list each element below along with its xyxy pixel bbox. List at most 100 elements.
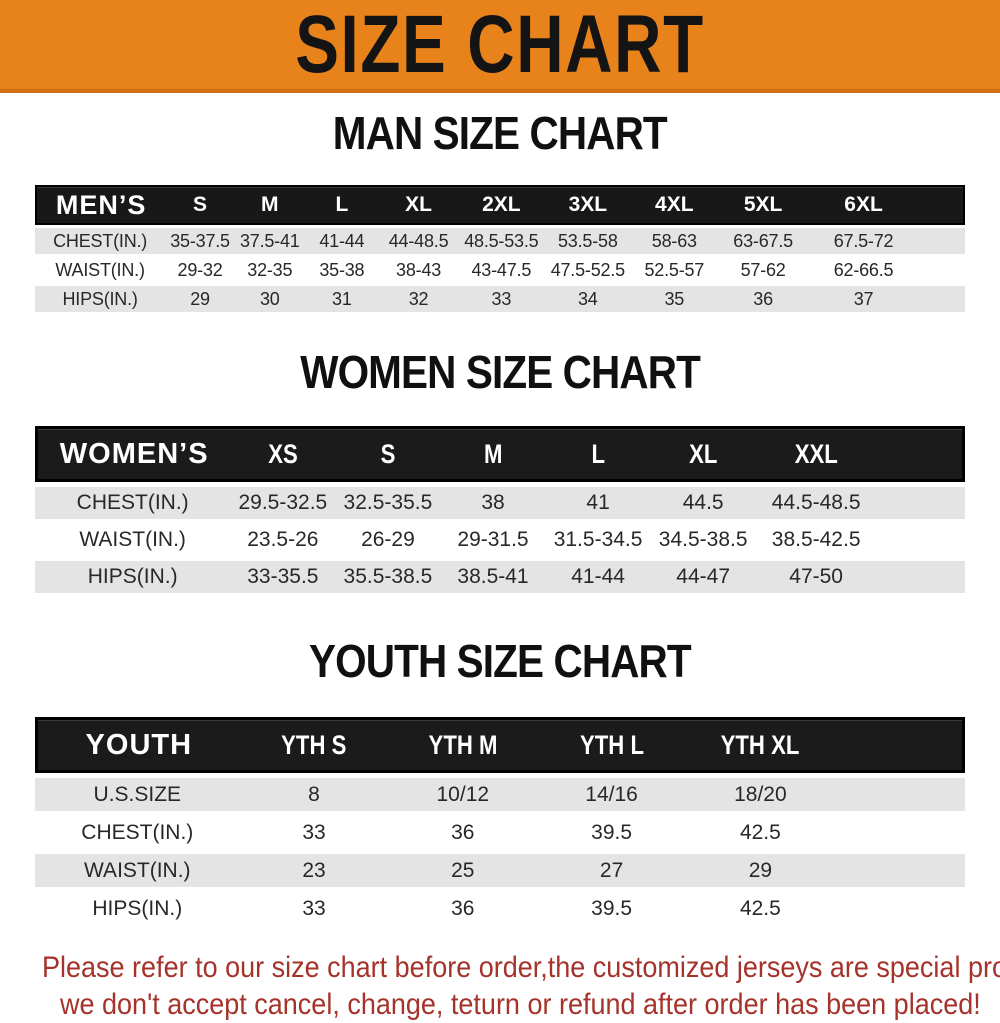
size-value-cell: 32-35	[234, 254, 305, 283]
size-value-cell: 10/12	[388, 773, 538, 811]
header-spacer-cell	[834, 717, 965, 773]
row-spacer-cell	[876, 556, 965, 593]
size-value-cell: 29	[165, 283, 235, 312]
size-value-cell: 33	[239, 887, 389, 925]
women-size-chart-heading: WOMEN SIZE CHART	[0, 348, 1000, 408]
measurement-row: CHEST(IN.) 33 36 39.5 42.5	[35, 811, 965, 849]
row-label-cell: HIPS(IN.)	[35, 887, 240, 925]
size-label: L	[591, 438, 605, 469]
size-value-cell: 48.5-53.5	[458, 225, 545, 254]
size-value-cell: 41-44	[545, 556, 651, 593]
size-value-cell: 30	[234, 283, 305, 312]
row-spacer-cell	[918, 225, 965, 254]
size-value-cell: 29-31.5	[440, 519, 546, 556]
size-value-cell: 36	[388, 811, 538, 849]
group-label: YOUTH	[85, 728, 193, 761]
size-value-cell: 36	[388, 887, 538, 925]
size-label: 5XL	[743, 193, 783, 216]
size-value-cell: 58-63	[631, 225, 718, 254]
group-label: WOMEN’S	[59, 437, 209, 470]
size-header-cell: M	[440, 426, 546, 482]
size-value-cell: 39.5	[537, 887, 686, 925]
heading-text: WOMEN SIZE CHART	[300, 346, 701, 398]
size-value-cell: 53.5-58	[544, 225, 632, 254]
size-value-cell: 38-43	[379, 254, 459, 283]
size-label: YTH L	[579, 729, 644, 760]
size-value-cell: 32.5-35.5	[335, 482, 441, 519]
size-value-cell: 14/16	[537, 773, 686, 811]
size-value-cell: 67.5-72	[808, 225, 919, 254]
size-value-cell: 29.5-32.5	[230, 482, 336, 519]
youth-size-chart-heading: YOUTH SIZE CHART	[0, 637, 1000, 697]
header-spacer-cell	[876, 426, 965, 482]
disclaimer-line-2: we don't accept cancel, change, teturn o…	[60, 986, 1000, 1023]
size-header-cell: XL	[379, 185, 459, 225]
size-value-cell: 38.5-41	[440, 556, 546, 593]
size-header-cell: M	[234, 185, 305, 225]
size-label: YTH S	[281, 729, 347, 760]
size-header-cell: 2XL	[458, 185, 545, 225]
size-label: 3XL	[568, 193, 608, 216]
measurement-row: CHEST(IN.) 35-37.5 37.5-41 41-44 44-48.5…	[35, 225, 965, 254]
women-size-table: WOMEN’S XS S M L XL XXL CHEST(IN.) 29.5-…	[35, 426, 965, 593]
size-header-cell: L	[304, 185, 380, 225]
row-spacer-cell	[834, 773, 965, 811]
size-value-cell: 63-67.5	[717, 225, 809, 254]
row-label-cell: CHEST(IN.)	[35, 225, 166, 254]
men-header-row: MEN’S S M L XL 2XL 3XL 4XL 5XL 6XL	[35, 185, 965, 225]
size-value-cell: 35-37.5	[165, 225, 235, 254]
size-value-cell: 18/20	[685, 773, 835, 811]
row-label-cell: HIPS(IN.)	[35, 283, 166, 312]
size-label: 4XL	[655, 193, 694, 216]
size-value-cell: 41-44	[304, 225, 380, 254]
youth-group-label-cell: YOUTH	[35, 717, 240, 773]
size-header-cell: YTH S	[239, 717, 389, 773]
size-label: XL	[689, 438, 718, 469]
size-value-cell: 25	[388, 849, 538, 887]
disclaimer: Please refer to our size chart before or…	[42, 949, 1000, 1023]
size-value-cell: 43-47.5	[458, 254, 545, 283]
size-value-cell: 8	[239, 773, 389, 811]
size-header-cell: 5XL	[717, 185, 809, 225]
size-value-cell: 44-48.5	[379, 225, 459, 254]
row-label-cell: WAIST(IN.)	[35, 519, 231, 556]
measurement-row: HIPS(IN.) 33-35.5 35.5-38.5 38.5-41 41-4…	[35, 556, 965, 593]
row-label-cell: HIPS(IN.)	[35, 556, 231, 593]
disclaimer-text: Please refer to our size chart before or…	[42, 951, 1000, 984]
size-value-cell: 52.5-57	[631, 254, 718, 283]
row-label-cell: CHEST(IN.)	[35, 811, 240, 849]
size-label: M	[261, 193, 279, 216]
size-value-cell: 47.5-52.5	[544, 254, 632, 283]
size-header-cell: XL	[650, 426, 756, 482]
row-spacer-cell	[876, 519, 965, 556]
size-header-cell: XXL	[755, 426, 877, 482]
size-value-cell: 31.5-34.5	[545, 519, 651, 556]
size-value-cell: 31	[304, 283, 380, 312]
size-value-cell: 35-38	[304, 254, 380, 283]
size-value-cell: 34	[544, 283, 632, 312]
disclaimer-text: we don't accept cancel, change, teturn o…	[60, 988, 981, 1021]
size-header-cell: 6XL	[808, 185, 919, 225]
size-value-cell: 44.5	[650, 482, 756, 519]
size-label: S	[193, 193, 208, 216]
size-label: 2XL	[482, 193, 521, 216]
row-spacer-cell	[918, 254, 965, 283]
size-value-cell: 35.5-38.5	[335, 556, 441, 593]
size-value-cell: 62-66.5	[808, 254, 919, 283]
row-label-cell: WAIST(IN.)	[35, 254, 166, 283]
size-value-cell: 35	[631, 283, 718, 312]
header-spacer-cell	[918, 185, 965, 225]
row-label-cell: WAIST(IN.)	[35, 849, 240, 887]
size-header-cell: XS	[230, 426, 336, 482]
size-header-cell: YTH L	[537, 717, 686, 773]
size-value-cell: 44.5-48.5	[755, 482, 877, 519]
size-value-cell: 23.5-26	[230, 519, 336, 556]
size-value-cell: 29	[685, 849, 835, 887]
disclaimer-line-1: Please refer to our size chart before or…	[42, 949, 1000, 986]
row-spacer-cell	[834, 887, 965, 925]
size-header-cell: YTH M	[388, 717, 538, 773]
heading-text: MAN SIZE CHART	[332, 107, 668, 159]
size-value-cell: 27	[537, 849, 686, 887]
size-value-cell: 33	[239, 811, 389, 849]
